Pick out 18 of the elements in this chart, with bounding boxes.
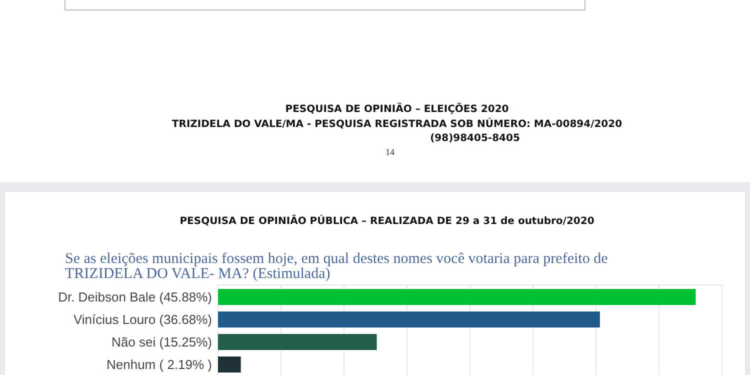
text: (98)98405-8405 (430, 133, 520, 144)
chart-subtitle: Se as eleições municipais fossem hoje, em qual destes nomes você votaria para prefeito de TRIZIDELA DO VALE- MA? (Estimulada) (65, 251, 608, 282)
bar (218, 289, 696, 305)
bar (218, 356, 241, 372)
text: PESQUISA DE OPINIÃO – ELEIÇÕES 2020 (285, 102, 509, 115)
y-tick-label: Nenhum (106, 357, 156, 372)
data-label: (15.25%) (156, 334, 212, 350)
data-label: ( 2.19% ) (156, 357, 212, 372)
y-tick-label: Vinícius Louro (73, 312, 156, 328)
chart-title: PESQUISA DE OPINIÃO PÚBLICA – REALIZADA DE 29 a 31 de outubro/2020 (180, 214, 594, 227)
bar (218, 312, 600, 328)
bar (218, 334, 377, 350)
y-tick-label: Não sei (112, 334, 156, 350)
data-label: (36.68%) (156, 312, 212, 328)
data-label: (45.88%) (156, 290, 212, 305)
y-tick-label: Dr. Deibson Bale (58, 290, 156, 305)
text: 14 (386, 147, 395, 157)
text: TRIZIDELA DO VALE/MA - PESQUISA REGISTRADA SOB NÚMERO: MA-00894/2020 (172, 117, 622, 130)
